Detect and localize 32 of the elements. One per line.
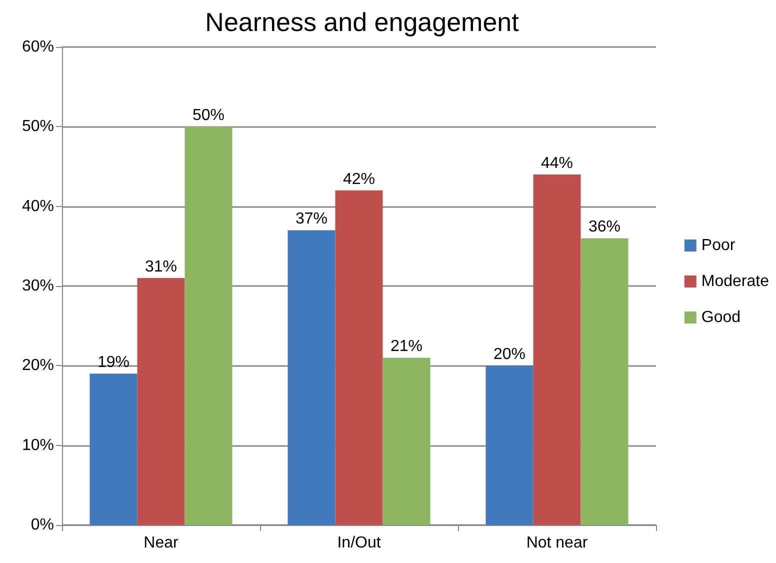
bar xyxy=(137,278,185,525)
data-label: 37% xyxy=(295,210,328,228)
bar xyxy=(90,374,138,525)
bar xyxy=(486,366,534,525)
data-label: 50% xyxy=(192,107,225,124)
y-tick-label: 40% xyxy=(22,198,54,215)
legend-label: Good xyxy=(701,309,741,326)
y-tick-label: 50% xyxy=(22,118,54,136)
y-tick-label: 60% xyxy=(22,38,54,56)
legend-label: Poor xyxy=(701,237,736,254)
data-label: 19% xyxy=(97,354,130,372)
data-label: 44% xyxy=(540,154,574,172)
legend-label: Moderate xyxy=(701,273,770,290)
bar xyxy=(335,190,383,525)
bar xyxy=(184,126,232,525)
chart-title: Nearness and engagement xyxy=(205,7,520,37)
x-tick-label: In/Out xyxy=(337,534,382,552)
y-tick-label: 20% xyxy=(22,357,54,374)
x-tick-label: Not near xyxy=(526,534,588,552)
y-tick-label: 10% xyxy=(22,436,54,454)
data-label: 21% xyxy=(390,338,423,356)
y-tick-label: 30% xyxy=(22,278,54,294)
data-label: 31% xyxy=(144,258,178,276)
bar xyxy=(533,174,581,525)
bar xyxy=(382,358,430,525)
bar xyxy=(580,238,628,525)
y-tick-label: 0% xyxy=(30,516,54,534)
data-label: 20% xyxy=(493,346,526,364)
data-label: 42% xyxy=(342,170,376,188)
bar xyxy=(288,230,336,525)
x-tick-label: Near xyxy=(144,534,180,552)
data-label: 36% xyxy=(588,218,621,236)
